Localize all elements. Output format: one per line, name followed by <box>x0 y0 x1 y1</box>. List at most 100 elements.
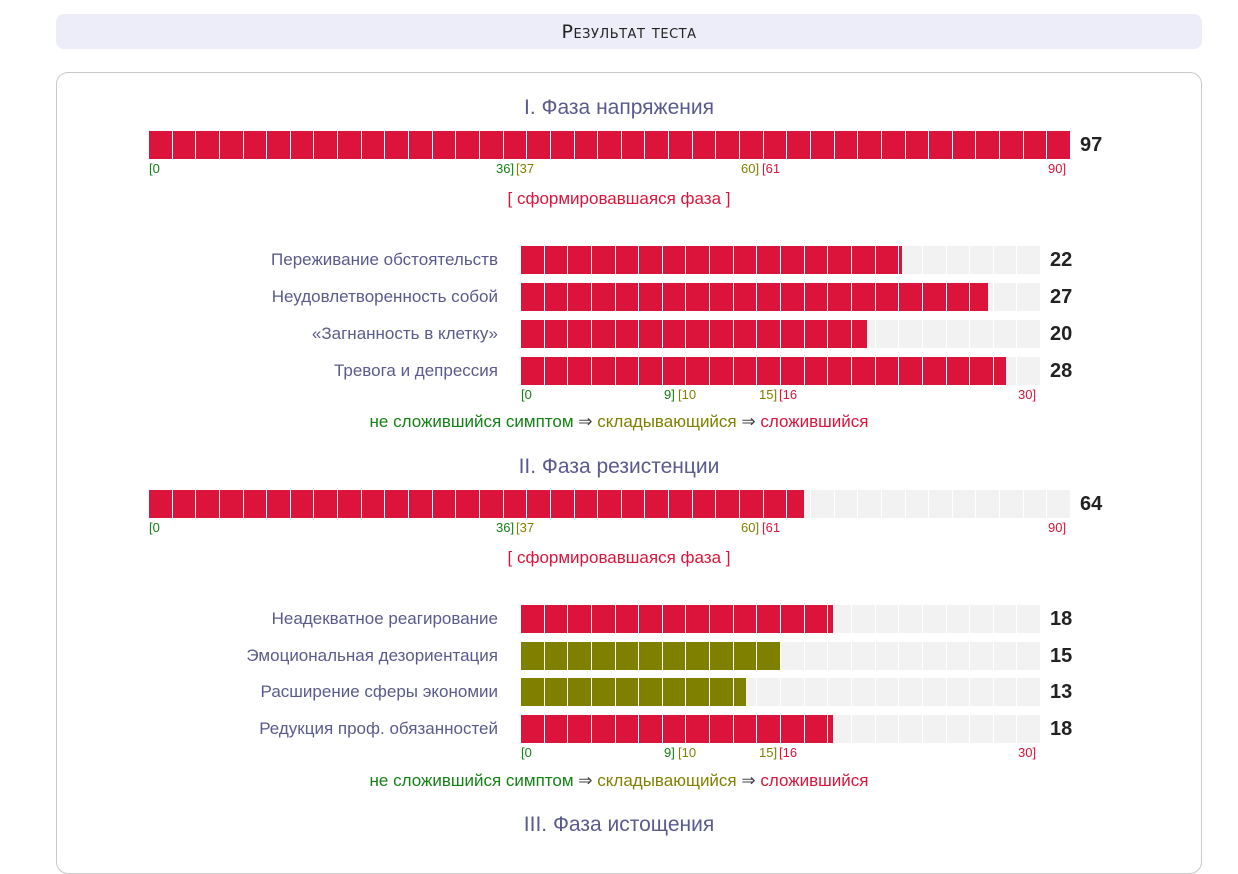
bar-segment <box>615 715 639 743</box>
bar-segment <box>905 131 929 159</box>
bar-segment-fill <box>662 605 686 633</box>
bar-segment <box>970 246 993 274</box>
symptom-bar <box>521 678 1041 706</box>
scale-band2-start: [10 <box>678 745 697 760</box>
bar-segment <box>851 715 875 743</box>
bar-segment-fill <box>976 131 1000 159</box>
bar-segment <box>834 490 858 518</box>
bar-segment-fill <box>172 131 196 159</box>
bar-segment <box>521 357 544 385</box>
bar-segment <box>615 283 639 311</box>
bar-segment-fill <box>710 283 733 311</box>
bar-segment-fill <box>781 715 804 743</box>
bar-segment <box>899 246 922 274</box>
bar-segment <box>196 131 219 159</box>
symptom-scale: [0 9] [10 15] [16 30] <box>521 745 1040 761</box>
bar-segment <box>544 283 568 311</box>
bar-segment-fill <box>905 131 929 159</box>
bar-segment-fill <box>615 715 639 743</box>
bar-segment <box>875 642 899 670</box>
bar-segment-fill <box>828 357 851 385</box>
bar-segment-fill <box>550 490 574 518</box>
bar-segment-fill <box>338 490 361 518</box>
bar-segment <box>521 283 544 311</box>
bar-segment-fill <box>521 642 544 670</box>
bar-segment-fill <box>591 357 615 385</box>
bar-segment <box>290 131 314 159</box>
bar-segment-fill <box>639 715 662 743</box>
bar-segment-fill <box>828 283 851 311</box>
bar-segment-fill <box>639 320 662 348</box>
bar-segment <box>757 678 781 706</box>
bar-segment <box>639 357 662 385</box>
bar-segment <box>733 357 757 385</box>
symptom-score: 22 <box>1050 249 1073 271</box>
bar-segment-fill <box>834 131 858 159</box>
scale-band3-start: [16 <box>779 745 798 760</box>
bar-segment <box>686 642 710 670</box>
page-title: Результат теста <box>561 20 697 43</box>
bar-segment <box>1017 605 1041 633</box>
bar-segment <box>456 131 479 159</box>
symptom-bar <box>521 283 1041 311</box>
scale-band2-end: 15] <box>759 745 778 760</box>
bar-segment <box>804 678 828 706</box>
bar-segment <box>733 715 757 743</box>
bar-segment <box>544 605 568 633</box>
bar-segment-fill <box>615 283 639 311</box>
bar-segment <box>1017 678 1041 706</box>
bar-segment-fill <box>733 283 757 311</box>
bar-segment <box>804 605 828 633</box>
bar-segment-fill <box>1047 131 1070 159</box>
bar-segment <box>544 715 568 743</box>
bar-segment-fill <box>851 320 868 348</box>
bar-segment-fill <box>639 283 662 311</box>
bar-segment-fill <box>314 131 338 159</box>
bar-segment <box>946 320 970 348</box>
bar-segment-fill <box>662 642 686 670</box>
bar-segment <box>409 490 432 518</box>
bar-segment-fill <box>733 357 757 385</box>
bar-segment <box>781 283 804 311</box>
bar-segment <box>781 605 804 633</box>
symptom-label: Эмоциональная дезориентация <box>246 646 498 665</box>
bar-segment <box>810 131 834 159</box>
bar-segment <box>970 320 993 348</box>
bar-segment <box>686 678 710 706</box>
bar-segment <box>314 131 338 159</box>
bar-segment-fill <box>929 131 952 159</box>
legend-not-formed: не сложившийся симптом <box>369 412 574 431</box>
bar-segment-fill <box>591 246 615 274</box>
bar-segment <box>716 490 740 518</box>
bar-segment <box>899 715 922 743</box>
bar-segment-fill <box>568 357 591 385</box>
bar-segment <box>1017 715 1041 743</box>
symptom-legend: не сложившийся симптом ⇒ складывающийся … <box>0 412 1238 432</box>
bar-segment-fill <box>875 283 899 311</box>
bar-segment-fill <box>710 678 733 706</box>
bar-segment <box>922 605 946 633</box>
bar-segment <box>521 678 544 706</box>
phase-title: III. Фаза истощения <box>523 813 715 836</box>
bar-segment <box>639 605 662 633</box>
bar-segment <box>781 246 804 274</box>
bar-segment-fill <box>781 320 804 348</box>
bar-segment <box>710 283 733 311</box>
bar-segment-fill <box>456 131 479 159</box>
bar-segment <box>970 283 993 311</box>
bar-segment-fill <box>621 131 645 159</box>
bar-segment <box>662 246 686 274</box>
bar-segment-fill <box>804 246 828 274</box>
bar-segment-fill <box>757 715 781 743</box>
bar-segment-fill <box>781 357 804 385</box>
bar-segment-fill <box>804 605 828 633</box>
scale-band1-end: 36] <box>496 161 515 176</box>
bar-segment-fill <box>568 642 591 670</box>
bar-segment <box>781 642 804 670</box>
bar-segment <box>479 490 503 518</box>
bar-segment-fill <box>568 246 591 274</box>
bar-segment-fill <box>740 490 763 518</box>
symptom-score: 18 <box>1050 718 1073 740</box>
bar-segment-fill <box>591 678 615 706</box>
bar-segment <box>1017 246 1041 274</box>
